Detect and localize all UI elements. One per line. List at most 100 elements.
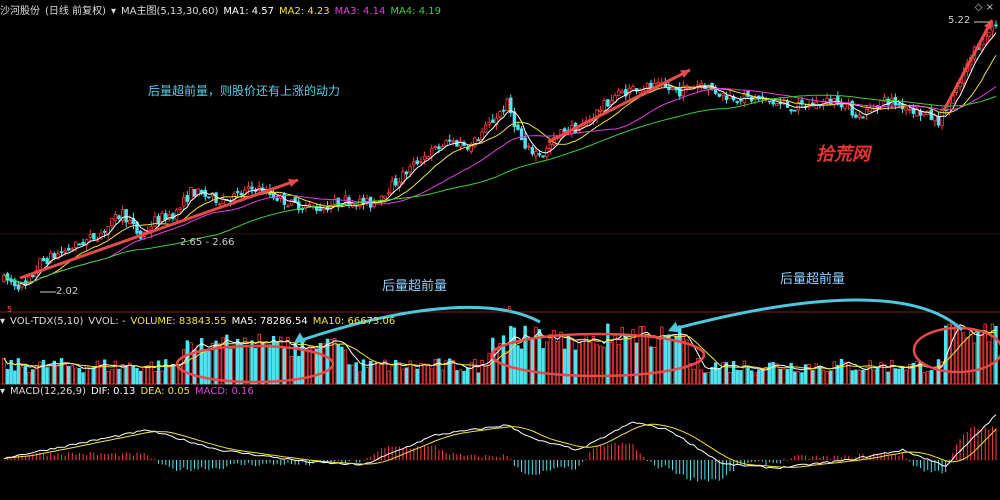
volume-bar[interactable]	[832, 361, 836, 385]
candle-body[interactable]	[562, 128, 567, 132]
candle-body[interactable]	[113, 214, 118, 221]
candle-body[interactable]	[63, 250, 67, 253]
candle-body[interactable]	[447, 139, 452, 142]
volume-bar[interactable]	[688, 363, 693, 385]
volume-bar[interactable]	[415, 368, 420, 385]
candle-body[interactable]	[199, 190, 204, 194]
volume-bar[interactable]	[609, 341, 614, 385]
volume-bar[interactable]	[5, 369, 10, 385]
candle-body[interactable]	[49, 252, 53, 264]
volume-bar[interactable]	[606, 323, 610, 385]
chevron-down-icon[interactable]: ▾	[110, 6, 117, 17]
candle-body[interactable]	[99, 232, 103, 240]
volume-bar[interactable]	[146, 365, 150, 385]
volume-bar[interactable]	[131, 365, 136, 385]
candle-body[interactable]	[789, 109, 793, 112]
volume-bar[interactable]	[969, 331, 973, 385]
volume-bar[interactable]	[591, 336, 596, 385]
candle-body[interactable]	[933, 115, 937, 122]
candle-body[interactable]	[451, 140, 455, 143]
candle-body[interactable]	[616, 90, 621, 96]
volume-bar[interactable]	[275, 341, 279, 385]
volume-bar[interactable]	[753, 372, 757, 385]
volume-bar[interactable]	[926, 371, 930, 385]
volume-bar[interactable]	[739, 370, 743, 385]
volume-bar[interactable]	[627, 338, 632, 385]
volume-bar[interactable]	[839, 358, 844, 385]
volume-bar[interactable]	[548, 334, 553, 385]
volume-bar[interactable]	[135, 368, 139, 385]
volume-bar[interactable]	[221, 337, 225, 385]
candle-body[interactable]	[724, 95, 729, 101]
volume-bar[interactable]	[724, 362, 729, 385]
volume-bar[interactable]	[447, 358, 452, 385]
volume-bar[interactable]	[728, 372, 732, 385]
volume-bar[interactable]	[573, 349, 578, 385]
volume-bar[interactable]	[458, 369, 463, 385]
candle-body[interactable]	[59, 251, 64, 254]
candle-body[interactable]	[235, 191, 240, 193]
volume-bar[interactable]	[890, 360, 894, 385]
volume-bar[interactable]	[785, 369, 790, 385]
candle-body[interactable]	[491, 119, 495, 123]
candle-body[interactable]	[20, 282, 24, 288]
candle-body[interactable]	[45, 258, 49, 264]
volume-bar[interactable]	[850, 370, 854, 385]
volume-bar[interactable]	[102, 359, 107, 385]
volume-bar[interactable]	[501, 335, 506, 385]
candle-body[interactable]	[602, 100, 606, 111]
volume-bar[interactable]	[638, 326, 642, 385]
candle-body[interactable]	[465, 146, 470, 150]
candle-body[interactable]	[214, 192, 218, 203]
candle-body[interactable]	[843, 103, 847, 109]
volume-bar[interactable]	[692, 368, 696, 385]
volume-bar[interactable]	[634, 342, 639, 385]
volume-bar[interactable]	[534, 326, 538, 385]
volume-bar[interactable]	[451, 359, 455, 385]
candle-body[interactable]	[343, 195, 348, 204]
candle-body[interactable]	[390, 180, 394, 194]
volume-bar[interactable]	[110, 369, 114, 385]
volume-bar[interactable]	[408, 360, 412, 385]
volume-bar[interactable]	[149, 361, 154, 385]
volume-bar[interactable]	[487, 353, 491, 385]
candle-body[interactable]	[649, 82, 653, 89]
candle-body[interactable]	[537, 153, 542, 156]
volume-bar[interactable]	[678, 325, 682, 385]
chevron-down-icon[interactable]: ▾	[0, 316, 6, 327]
volume-bar[interactable]	[713, 362, 718, 385]
volume-bar[interactable]	[124, 366, 128, 385]
volume-bar[interactable]	[358, 371, 362, 385]
volume-bar[interactable]	[530, 337, 535, 385]
volume-bar[interactable]	[23, 365, 28, 385]
candle-body[interactable]	[52, 253, 57, 259]
volume-bar[interactable]	[670, 338, 675, 385]
volume-bar[interactable]	[142, 366, 146, 385]
volume-bar[interactable]	[77, 368, 82, 385]
volume-bar[interactable]	[401, 368, 405, 385]
volume-bar[interactable]	[307, 348, 312, 385]
volume-bar[interactable]	[757, 369, 761, 385]
candle-body[interactable]	[498, 111, 502, 118]
volume-bar[interactable]	[117, 368, 121, 385]
volume-bar[interactable]	[983, 323, 987, 385]
volume-bar[interactable]	[807, 363, 811, 385]
volume-bar[interactable]	[580, 340, 585, 385]
volume-bar[interactable]	[286, 337, 290, 385]
volume-bar[interactable]	[178, 365, 182, 385]
volume-bar[interactable]	[721, 362, 725, 385]
candle-body[interactable]	[908, 108, 912, 111]
candle-body[interactable]	[505, 98, 509, 112]
candle-body[interactable]	[110, 218, 114, 227]
volume-bar[interactable]	[246, 346, 251, 385]
volume-bar[interactable]	[947, 323, 951, 385]
volume-bar[interactable]	[325, 338, 330, 385]
candle-body[interactable]	[681, 85, 686, 97]
candle-body[interactable]	[293, 197, 297, 203]
volume-bar[interactable]	[717, 368, 721, 385]
candle-body[interactable]	[297, 201, 301, 211]
volume-bar[interactable]	[13, 370, 17, 385]
volume-bar[interactable]	[620, 326, 624, 385]
volume-bar[interactable]	[897, 368, 901, 385]
candle-body[interactable]	[480, 131, 484, 140]
